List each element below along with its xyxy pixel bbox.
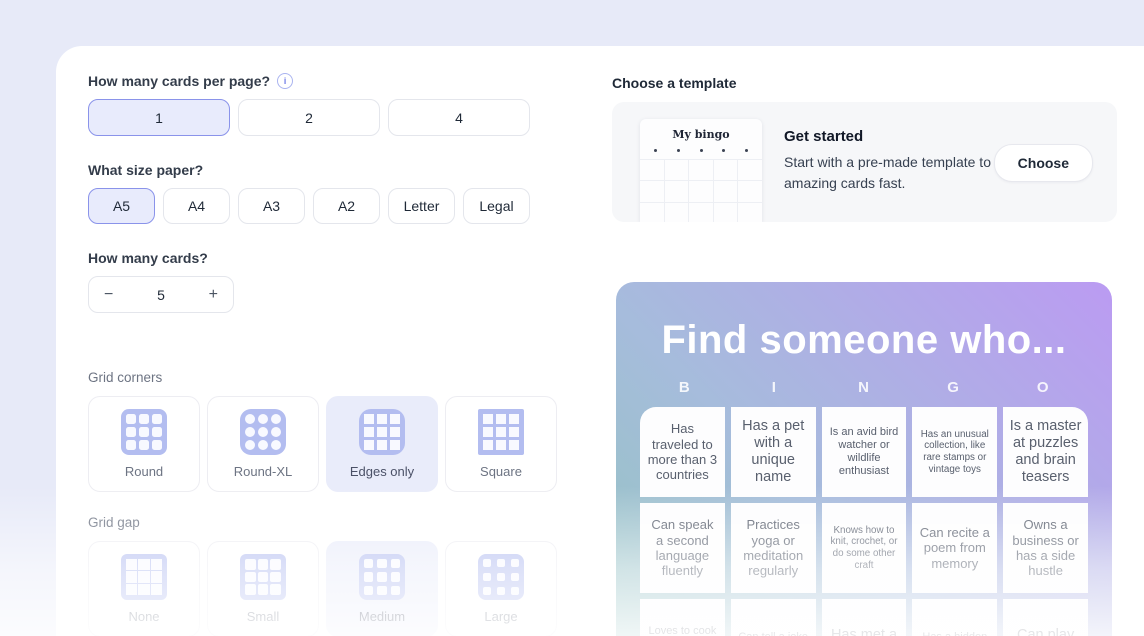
bingo-column-letter: O [1036, 379, 1050, 396]
bingo-cell[interactable]: Practices yoga or meditation regularly [730, 503, 816, 593]
cards-per-page-label: How many cards per page? [88, 73, 271, 89]
bingo-cell[interactable]: Can speak a second language fluently [640, 503, 725, 593]
grid-corners-label: Grid corners [88, 370, 163, 385]
bingo-cell[interactable]: Can play chess and [1003, 599, 1088, 636]
bingo-cell[interactable]: Has a hidden talent most [912, 599, 998, 636]
bingo-grid: Has traveled to more than 3 countries Ha… [640, 407, 1088, 636]
info-icon[interactable]: i [277, 73, 294, 89]
grid-gap-option-none[interactable]: None [88, 541, 200, 636]
cards-count-label: How many cards? [88, 250, 208, 266]
bingo-card-preview: Find someone who... B I N G O Has travel… [616, 282, 1112, 636]
decrement-button[interactable]: − [104, 285, 114, 303]
template-title: Get started [784, 128, 864, 145]
paper-size-label: What size paper? [88, 162, 204, 178]
bingo-card-title: Find someone who... [661, 318, 1067, 362]
bingo-cell[interactable]: Has a pet with a unique name [730, 407, 816, 497]
grid-corners-option-label: Square [480, 464, 522, 479]
grid-corners-option-round[interactable]: Round [88, 396, 200, 492]
choose-template-heading: Choose a template [612, 75, 737, 91]
bingo-cell[interactable]: Has traveled to more than 3 countries [640, 407, 725, 497]
grid-corners-option-round-xl[interactable]: Round-XL [207, 396, 319, 492]
thumbnail-grid [640, 159, 762, 222]
settings-column: How many cards per page? i 1 2 4 What si… [88, 60, 568, 636]
cards-count-stepper: − 5 + [88, 276, 234, 313]
bingo-column-headers: B I N G O [640, 379, 1088, 396]
grid-gap-none-icon [121, 554, 167, 600]
grid-corners-option-label: Edges only [349, 464, 415, 479]
increment-button[interactable]: + [208, 285, 218, 303]
bingo-cell[interactable]: Can recite a poem from memory [912, 503, 998, 593]
grid-edges-only-icon [359, 409, 405, 455]
paper-size-option-letter[interactable]: Letter [388, 188, 455, 224]
grid-corners-option-edges-only[interactable]: Edges only [326, 396, 438, 492]
bingo-cell[interactable]: Is an avid bird watcher or wildlife enth… [821, 407, 907, 497]
grid-gap-option-large[interactable]: Large [445, 541, 557, 636]
grid-corners-option-label: Round [124, 464, 164, 479]
grid-round-xl-icon [240, 409, 286, 455]
choose-button[interactable]: Choose [993, 144, 1093, 182]
grid-gap-small-icon [240, 554, 286, 600]
bingo-column-letter: N [858, 379, 870, 396]
template-text-block: Get started Start with a pre-made templa… [784, 128, 1036, 194]
grid-gap-large-icon [478, 554, 524, 600]
paper-size-option-a2[interactable]: A2 [313, 188, 380, 224]
bingo-cell[interactable]: Owns a business or has a side hustle [1003, 503, 1088, 593]
bingo-cell[interactable]: Has met a celebrity [821, 599, 907, 636]
bingo-letters-dots [640, 149, 762, 152]
paper-size-option-legal[interactable]: Legal [463, 188, 530, 224]
preview-column: Choose a template My bingo Get started [612, 60, 1118, 636]
paper-size-option-a3[interactable]: A3 [238, 188, 305, 224]
grid-corners-option-square[interactable]: Square [445, 396, 557, 492]
grid-gap-option-medium[interactable]: Medium [326, 541, 438, 636]
bingo-cell[interactable]: Is a master at puzzles and brain teasers [1003, 407, 1088, 497]
grid-corners-option-label: Round-XL [233, 464, 293, 479]
bingo-column-letter: I [771, 379, 777, 396]
template-thumbnail: My bingo [640, 119, 762, 222]
cards-per-page-option-4[interactable]: 4 [388, 99, 530, 136]
grid-gap-option-label: Medium [358, 609, 406, 624]
grid-gap-options: None Small Medium [88, 541, 568, 636]
grid-gap-option-label: Large [484, 609, 518, 624]
grid-gap-medium-icon [359, 554, 405, 600]
paper-size-option-a4[interactable]: A4 [163, 188, 230, 224]
template-thumbnail-title: My bingo [672, 128, 730, 141]
main-panel: How many cards per page? i 1 2 4 What si… [56, 46, 1144, 636]
template-card[interactable]: My bingo Get started Start with a pre-ma… [612, 102, 1117, 222]
grid-gap-option-label: Small [246, 609, 280, 624]
bingo-cell[interactable]: Has an unusual collection, like rare sta… [912, 407, 998, 497]
grid-corners-options: Round Round-XL Edges only [88, 396, 568, 492]
bingo-cell[interactable]: Knows how to knit, crochet, or do some o… [821, 503, 907, 593]
bingo-column-letter: B [678, 379, 691, 396]
cards-per-page-option-2[interactable]: 2 [238, 99, 380, 136]
cards-per-page-options: 1 2 4 [88, 99, 568, 136]
grid-round-icon [121, 409, 167, 455]
grid-gap-option-small[interactable]: Small [207, 541, 319, 636]
grid-gap-option-label: None [128, 609, 160, 624]
bingo-cell[interactable]: Loves to cook and can make a dish [640, 599, 725, 636]
bingo-cell[interactable]: Can tell a joke that makes [730, 599, 816, 636]
paper-size-options: A5 A4 A3 A2 Letter Legal [88, 188, 568, 224]
template-description: Start with a pre-made template to create… [784, 154, 1034, 191]
cards-per-page-option-1[interactable]: 1 [88, 99, 230, 136]
bingo-column-letter: G [947, 379, 960, 396]
paper-size-option-a5[interactable]: A5 [88, 188, 155, 224]
grid-square-icon [478, 409, 524, 455]
cards-count-value[interactable]: 5 [157, 286, 165, 303]
grid-gap-label: Grid gap [88, 515, 140, 530]
